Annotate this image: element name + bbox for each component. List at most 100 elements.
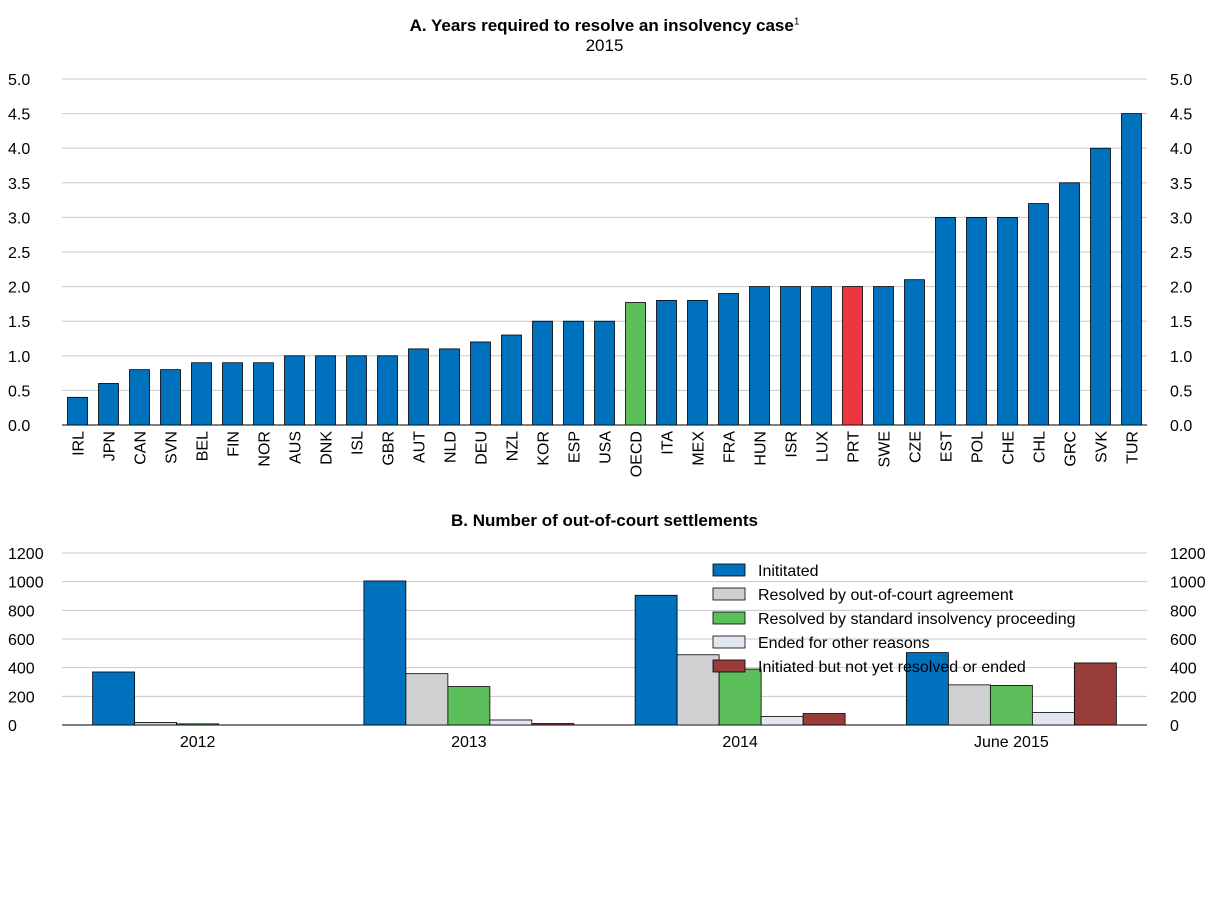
x-tick-label: JPN — [102, 431, 119, 461]
x-tick-label: EST — [939, 431, 956, 462]
bar-oecd — [625, 302, 646, 426]
y-tick-label-right: 0 — [1170, 718, 1179, 735]
x-tick-label: DEU — [474, 431, 491, 465]
y-tick-label-left: 1200 — [8, 546, 44, 563]
x-tick-label: SWE — [877, 431, 894, 467]
bar-deu — [470, 341, 491, 426]
chart-a: 0.0 0.0 0.5 0.5 1.0 1.0 1.5 1.5 2.0 2.0 2.5 2.5 3.0 3… — [8, 72, 1192, 477]
x-tick-label: AUT — [412, 431, 429, 463]
bar-2013-s3 — [489, 719, 533, 726]
bar-aut — [408, 348, 429, 426]
bar-june-2015-s2 — [989, 685, 1033, 726]
y-tick-label-right: 400 — [1170, 661, 1197, 678]
bar-usa — [594, 320, 615, 426]
y-tick-label-left: 4.0 — [8, 141, 30, 158]
x-tick-label: FRA — [722, 431, 739, 463]
bar-june-2015-s0 — [905, 652, 949, 726]
y-tick-label-left: 1000 — [8, 575, 44, 592]
bar-2012-s1 — [134, 722, 178, 726]
bar-june-2015-s4 — [1073, 662, 1117, 726]
legend-label: Inititated — [758, 563, 818, 580]
x-tick-label: SVK — [1094, 431, 1111, 463]
legend-label: Ended for other reasons — [758, 635, 930, 652]
bar-isr — [780, 286, 801, 426]
panel-b-title: B. Number of out-of-court settlements — [451, 511, 758, 530]
bar-aus — [284, 355, 305, 426]
x-tick-label: NLD — [443, 431, 460, 463]
y-tick-label-left: 5.0 — [8, 72, 30, 89]
bar-irl — [67, 396, 88, 426]
bar-mex — [687, 300, 708, 426]
bar-2013-s2 — [447, 686, 491, 726]
x-tick-label: BEL — [195, 431, 212, 461]
bar-tur — [1121, 113, 1142, 426]
y-tick-label-left: 0.5 — [8, 383, 30, 400]
x-tick-label: CHL — [1032, 431, 1049, 463]
y-tick-label-right: 3.0 — [1170, 210, 1192, 227]
x-tick-label: ISR — [784, 431, 801, 458]
x-tick-label: AUS — [288, 431, 305, 464]
x-tick-label: KOR — [536, 431, 553, 466]
y-tick-label-left: 3.0 — [8, 210, 30, 227]
y-tick-label-left: 1.0 — [8, 349, 30, 366]
x-tick-label: GRC — [1063, 431, 1080, 467]
bar-jpn — [98, 383, 119, 426]
y-tick-label-left: 2.5 — [8, 245, 30, 262]
legend-swatch — [712, 587, 746, 601]
y-tick-label-right: 600 — [1170, 632, 1197, 649]
x-tick-label: 2013 — [451, 734, 487, 751]
panel-a-subtitle: 2015 — [585, 36, 624, 55]
y-tick-label-right: 1.5 — [1170, 314, 1192, 331]
y-tick-label-left: 4.5 — [8, 107, 30, 124]
x-tick-label: NZL — [505, 431, 522, 461]
bar-2014-s3 — [760, 715, 804, 726]
bar-2012-s2 — [176, 723, 220, 726]
x-tick-label: June 2015 — [974, 734, 1049, 751]
y-tick-label-left: 2.0 — [8, 280, 30, 297]
x-tick-label: HUN — [753, 431, 770, 466]
bar-nor — [253, 362, 274, 426]
bar-isl — [346, 355, 367, 426]
y-tick-label-right: 2.5 — [1170, 245, 1192, 262]
x-tick-label: IRL — [71, 431, 88, 456]
legend-label: Resolved by out-of-court agreement — [758, 587, 1014, 604]
x-tick-label: ESP — [567, 431, 584, 463]
y-tick-label-left: 400 — [8, 661, 35, 678]
y-tick-label-right: 0.5 — [1170, 383, 1192, 400]
bar-fra — [718, 293, 739, 426]
bar-nzl — [501, 334, 522, 426]
x-tick-label: TUR — [1125, 431, 1142, 464]
x-tick-label: OECD — [629, 431, 646, 477]
panel-a-title: A. Years required to resolve an insolven… — [409, 16, 800, 35]
bar-pol — [966, 216, 987, 426]
bar-nld — [439, 348, 460, 426]
y-tick-label-right: 0.0 — [1170, 418, 1192, 435]
legend-label: Initiated but not yet resolved or ended — [758, 659, 1026, 676]
legend-label: Resolved by standard insolvency proceedi… — [758, 611, 1076, 628]
y-tick-label-right: 5.0 — [1170, 72, 1192, 89]
bar-kor — [532, 320, 553, 426]
bar-che — [997, 216, 1018, 426]
y-tick-label-right: 3.5 — [1170, 176, 1192, 193]
bar-esp — [563, 320, 584, 426]
bar-2012-s0 — [92, 671, 136, 726]
bar-june-2015-s1 — [947, 684, 991, 726]
y-tick-label-right: 4.0 — [1170, 141, 1192, 158]
bar-dnk — [315, 355, 336, 426]
x-tick-label: PRT — [846, 431, 863, 463]
y-tick-label-right: 1200 — [1170, 546, 1206, 563]
y-tick-label-left: 1.5 — [8, 314, 30, 331]
bar-chl — [1028, 203, 1049, 426]
legend-swatch — [712, 611, 746, 625]
y-tick-label-right: 4.5 — [1170, 107, 1192, 124]
y-tick-label-left: 0.0 — [8, 418, 30, 435]
bar-lux — [811, 286, 832, 426]
bar-2013-s4 — [531, 723, 575, 726]
x-tick-label: DNK — [319, 431, 336, 465]
bar-2014-s0 — [634, 594, 678, 726]
y-tick-label-right: 1000 — [1170, 575, 1206, 592]
y-tick-label-right: 2.0 — [1170, 280, 1192, 297]
y-tick-label-left: 600 — [8, 632, 35, 649]
bar-ita — [656, 300, 677, 426]
y-tick-label-right: 800 — [1170, 603, 1197, 620]
